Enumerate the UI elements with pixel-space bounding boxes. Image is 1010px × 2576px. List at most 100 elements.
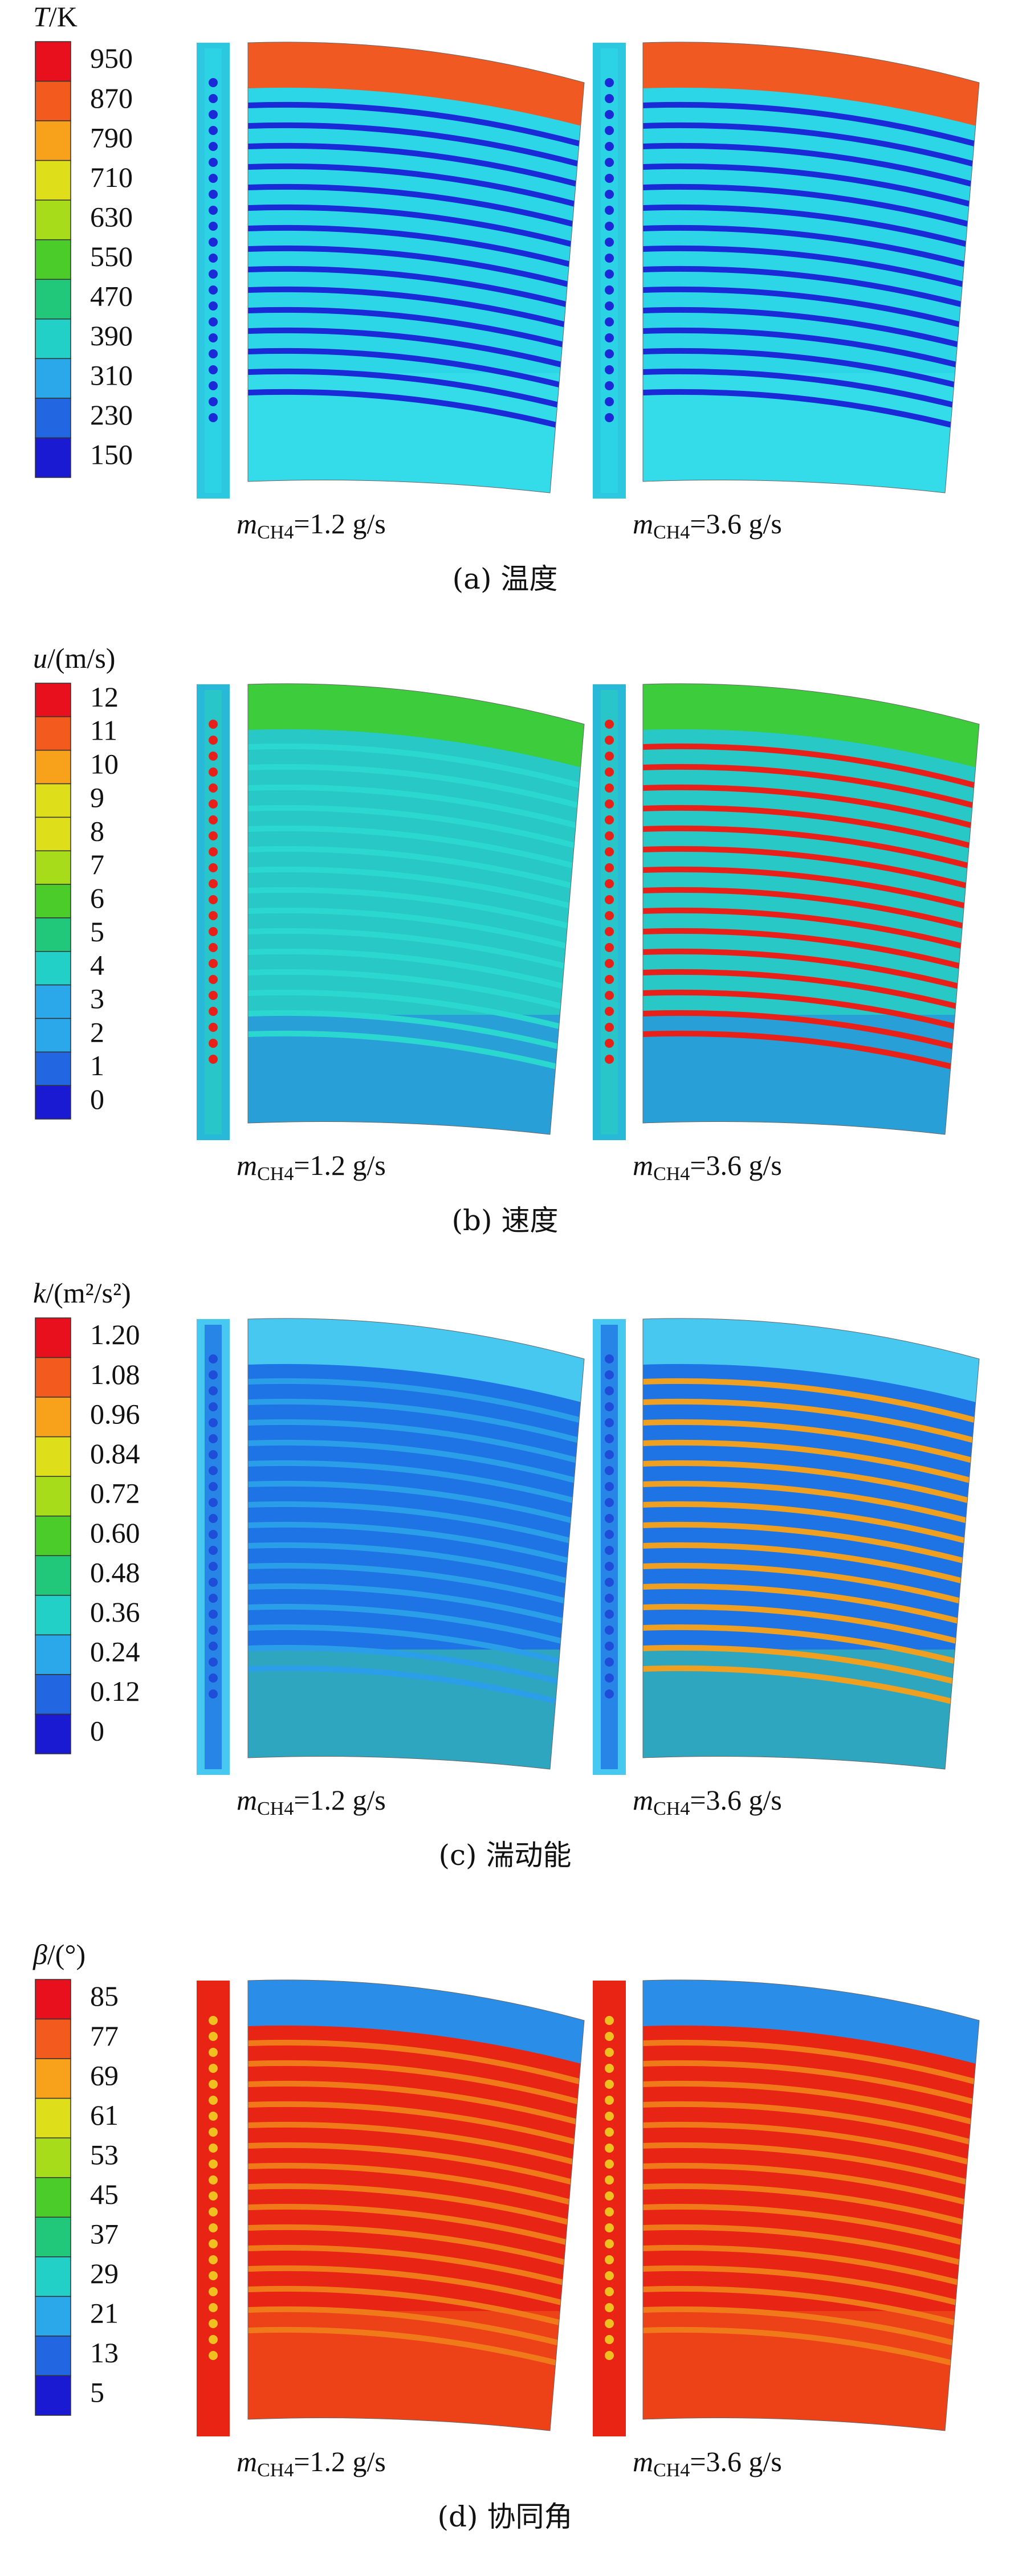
stripe	[248, 204, 584, 252]
channel-dot	[605, 1418, 614, 1427]
stripe	[643, 2121, 979, 2169]
stripe	[643, 327, 979, 375]
colorbar-tick-label: 0.24	[90, 1636, 140, 1668]
channel-dot	[605, 768, 614, 777]
stripe	[643, 1644, 979, 1692]
stripe	[643, 389, 979, 436]
channel-dot	[209, 1610, 218, 1619]
stripe	[248, 1480, 584, 1528]
channel-dot	[605, 2096, 614, 2105]
channel-dot	[605, 959, 614, 968]
channel-dot	[209, 1546, 218, 1555]
colorbar-cell	[35, 1595, 71, 1636]
channel-dot	[605, 158, 614, 167]
stripe	[643, 1378, 979, 1426]
stripe	[248, 2306, 584, 2354]
channel-dot	[605, 1658, 614, 1667]
sector-outline	[247, 1979, 585, 2431]
stripe	[248, 2080, 584, 2128]
colorbar-cell	[35, 2058, 71, 2099]
channel-dot	[209, 2223, 218, 2232]
channel-dot	[209, 142, 218, 151]
colorbar-tick-label: 390	[90, 320, 133, 352]
colorbar-cell	[35, 884, 71, 918]
colorbar-cell	[35, 199, 71, 240]
channel-dot	[209, 2159, 218, 2169]
stripe	[643, 846, 979, 893]
stripe	[248, 163, 584, 211]
stripe	[248, 1398, 584, 1446]
colorbar-cell	[35, 1515, 71, 1557]
stripe	[643, 1562, 979, 1610]
channel-dot	[209, 943, 218, 952]
colorbar-tick-label: 2	[90, 1016, 104, 1048]
channel-dot	[209, 1418, 218, 1427]
channel-dot	[209, 879, 218, 888]
stripe	[248, 183, 584, 231]
colorbar-tick-label: 0.84	[90, 1438, 140, 1469]
channel-dot	[605, 2159, 614, 2169]
channel-dot	[209, 1514, 218, 1523]
caption: (a) 温度	[453, 562, 558, 595]
channel-dot	[605, 174, 614, 183]
colorbar-cell	[35, 1713, 71, 1754]
sector-outline	[642, 1979, 980, 2431]
channel-dot	[209, 381, 218, 390]
stripe	[643, 122, 979, 170]
channel-dot	[605, 720, 614, 729]
colorbar-title: T/K	[33, 1, 78, 32]
channel-dot	[605, 2016, 614, 2025]
stripe	[248, 2101, 584, 2149]
contour-image	[593, 1318, 980, 1775]
stripe	[643, 348, 979, 395]
channel-dot	[605, 1434, 614, 1443]
colorbar-tick-label: 230	[90, 399, 133, 431]
stripe	[643, 825, 979, 873]
channel-dot	[209, 1482, 218, 1491]
channel-dot	[605, 333, 614, 342]
sector	[643, 1979, 979, 2431]
channel-dot	[605, 222, 614, 231]
colorbar-cell	[35, 120, 71, 161]
channel-dot	[605, 2032, 614, 2041]
channel-dot	[605, 975, 614, 984]
channel-dot	[605, 2271, 614, 2280]
channel-dot	[605, 2080, 614, 2089]
channel-dot	[605, 2335, 614, 2344]
channel-dot	[605, 991, 614, 1000]
stripe	[248, 1439, 584, 1487]
channel-dot	[605, 365, 614, 374]
stripe	[643, 2101, 979, 2149]
channel-dot	[605, 2112, 614, 2121]
stripe	[248, 2285, 584, 2333]
channel-dot	[209, 317, 218, 326]
colorbar-tick-label: 0	[90, 1715, 104, 1747]
colorbar-cell	[35, 1979, 71, 2020]
sector-outline	[247, 683, 585, 1135]
colorbar-cell	[35, 783, 71, 818]
colorbar-cell	[35, 1476, 71, 1517]
stripe	[643, 245, 979, 293]
channel-dot	[209, 1562, 218, 1571]
stripe	[643, 2326, 979, 2374]
channel-dot	[209, 991, 218, 1000]
channel-dot	[209, 2255, 218, 2264]
stripe	[643, 1583, 979, 1631]
channel-dot	[605, 2255, 614, 2264]
channel-dot	[605, 317, 614, 326]
stripe	[248, 1562, 584, 1610]
channel-dot	[605, 2207, 614, 2216]
stripe	[248, 1460, 584, 1508]
channel-dot	[605, 2191, 614, 2201]
channel-dot	[209, 78, 218, 87]
channel-dot	[605, 1514, 614, 1523]
channel-dot	[209, 911, 218, 920]
stripe	[248, 2162, 584, 2210]
colorbar-cell	[35, 358, 71, 399]
colorbar-tick-label: 21	[90, 2297, 119, 2329]
colorbar-cell	[35, 817, 71, 851]
case-label: mCH4=1.2 g/s	[237, 508, 386, 542]
colorbar-cell	[35, 984, 71, 1019]
stripe	[643, 266, 979, 313]
channel-dot	[605, 863, 614, 872]
